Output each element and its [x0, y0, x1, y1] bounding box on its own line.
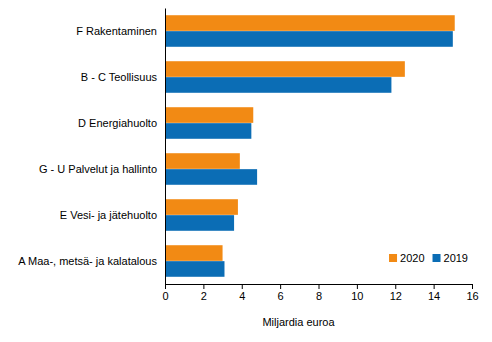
x-tick: 12 — [390, 284, 402, 302]
x-tick-mark — [319, 284, 320, 289]
x-tick-label: 16 — [466, 290, 478, 302]
x-tick-mark — [242, 284, 243, 289]
y-tick-label: G - U Palvelut ja hallinto — [39, 163, 157, 175]
legend: 2020 2019 — [389, 252, 468, 264]
x-axis: 0 2 4 6 8 10 12 14 16 — [162, 284, 478, 302]
y-tick: B - C Teollisuus — [81, 71, 158, 83]
x-tick-label: 2 — [201, 290, 207, 302]
y-tick: D Energiahuolto — [78, 117, 157, 129]
bars — [165, 15, 455, 277]
bar — [165, 199, 238, 215]
bar — [165, 245, 223, 261]
x-tick: 16 — [466, 284, 478, 302]
y-tick-label: D Energiahuolto — [78, 117, 157, 129]
x-tick-label: 10 — [351, 290, 363, 302]
bar — [165, 153, 240, 169]
legend-label: 2019 — [444, 252, 468, 264]
x-tick: 14 — [428, 284, 440, 302]
x-tick-label: 12 — [390, 290, 402, 302]
y-tick-label: F Rakentaminen — [76, 25, 157, 37]
x-tick-mark — [280, 284, 281, 289]
y-tick: E Vesi- ja jätehuolto — [60, 209, 157, 221]
plot: 0 2 4 6 8 10 12 14 16 F Rakentaminen B - C Teollis… — [18, 9, 478, 329]
legend-item: 2020 — [389, 252, 424, 264]
legend-label: 2020 — [400, 252, 424, 264]
x-tick: 2 — [201, 284, 207, 302]
bar — [165, 31, 453, 47]
x-tick-mark — [165, 284, 166, 289]
y-tick-label: B - C Teollisuus — [81, 71, 158, 83]
bar — [165, 15, 455, 31]
x-tick: 10 — [351, 284, 363, 302]
y-tick: F Rakentaminen — [76, 25, 157, 37]
x-axis-title: Miljardia euroa — [262, 316, 335, 328]
bar — [165, 123, 251, 139]
chart: 0 2 4 6 8 10 12 14 16 F Rakentaminen B - C Teollis… — [0, 0, 492, 342]
bar — [165, 77, 391, 93]
x-tick-label: 0 — [162, 290, 168, 302]
x-tick: 6 — [278, 284, 284, 302]
legend-swatch — [433, 254, 441, 262]
y-axis-line — [165, 9, 166, 285]
bar — [165, 215, 234, 231]
x-tick-mark — [395, 284, 396, 289]
bar — [165, 261, 224, 277]
x-tick: 8 — [316, 284, 322, 302]
legend-swatch — [389, 254, 397, 262]
x-tick-label: 6 — [278, 290, 284, 302]
legend-item: 2019 — [433, 252, 468, 264]
x-tick-label: 14 — [428, 290, 440, 302]
y-tick-label: E Vesi- ja jätehuolto — [60, 209, 157, 221]
y-tick: A Maa-, metsä- ja kalatalous — [18, 255, 157, 267]
bar — [165, 61, 405, 77]
x-axis-line — [166, 285, 473, 290]
x-tick-label: 8 — [316, 290, 322, 302]
x-tick: 4 — [239, 284, 245, 302]
bar — [165, 169, 257, 185]
bar — [165, 107, 253, 123]
x-tick-mark — [434, 284, 435, 289]
y-tick-label: A Maa-, metsä- ja kalatalous — [18, 255, 157, 267]
x-tick-label: 4 — [239, 290, 245, 302]
x-tick-mark — [357, 284, 358, 289]
y-axis: F Rakentaminen B - C Teollisuus D Energiah… — [18, 9, 165, 285]
x-tick: 0 — [162, 284, 168, 302]
y-tick: G - U Palvelut ja hallinto — [39, 163, 157, 175]
x-tick-mark — [203, 284, 204, 289]
x-tick-mark — [472, 284, 473, 289]
